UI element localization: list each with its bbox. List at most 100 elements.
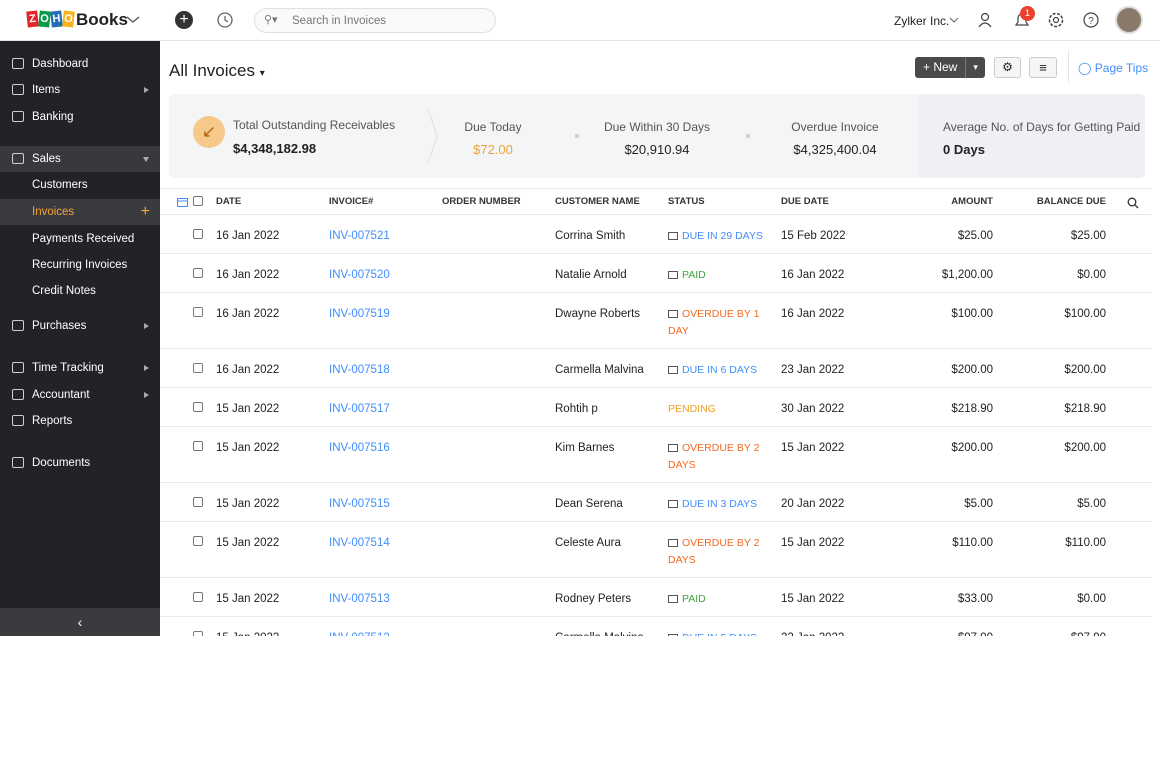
nav-item[interactable]: Payments Received <box>0 226 160 252</box>
invoice-row[interactable]: 15 Jan 2022 INV-007515 Dean Serena DUE IN 3… <box>160 483 1152 522</box>
separator-dot <box>746 134 750 138</box>
users-icon[interactable] <box>978 11 996 29</box>
column-header[interactable]: CUSTOMER NAME <box>555 196 640 207</box>
amount: $25.00 <box>957 230 993 242</box>
due-date: 23 Jan 2022 <box>781 364 845 376</box>
invoice-number[interactable]: INV-007516 <box>329 442 390 454</box>
nav-item[interactable]: Invoices + <box>0 199 160 225</box>
row-checkbox[interactable] <box>193 402 203 412</box>
collapse-sidebar[interactable]: ‹ <box>0 608 160 636</box>
amount: $110.00 <box>952 537 993 549</box>
row-checkbox[interactable] <box>193 631 203 636</box>
row-checkbox[interactable] <box>193 363 203 373</box>
row-checkbox[interactable] <box>193 441 203 451</box>
invoice-row[interactable]: 15 Jan 2022 INV-007513 Rodney Peters PAID 15… <box>160 578 1152 617</box>
nav-item[interactable]: Items <box>0 77 160 103</box>
search-column[interactable] <box>1127 197 1139 209</box>
invoice-row[interactable]: 15 Jan 2022 INV-007516 Kim Barnes OVERDUE B… <box>160 427 1152 483</box>
help-icon[interactable]: ? <box>1082 11 1100 29</box>
row-checkbox[interactable] <box>193 268 203 278</box>
row-checkbox[interactable] <box>193 536 203 546</box>
balance-due: $0.00 <box>1077 593 1106 605</box>
balance-due: $200.00 <box>1064 442 1106 454</box>
email-icon <box>668 539 678 547</box>
page-tips[interactable]: ◯ Page Tips <box>1078 61 1149 75</box>
balance-due: $200.00 <box>1064 364 1106 376</box>
row-checkbox[interactable] <box>193 592 203 602</box>
status: PENDING <box>668 401 763 418</box>
nav-item[interactable]: Recurring Invoices <box>0 252 160 278</box>
nav-arrow <box>144 392 149 398</box>
invoice-number[interactable]: INV-007519 <box>329 308 390 320</box>
email-icon <box>668 310 678 318</box>
date: 16 Jan 2022 <box>216 269 280 281</box>
nav-item[interactable]: Banking <box>0 104 160 130</box>
logo-caret[interactable] <box>126 14 140 24</box>
column-header[interactable]: STATUS <box>668 196 705 207</box>
nav-item[interactable]: Sales <box>0 146 160 172</box>
nav-icon <box>12 84 24 95</box>
customer: Rohtih p <box>555 403 598 415</box>
invoice-row[interactable]: 15 Jan 2022 INV-007514 Celeste Aura OVERDUE… <box>160 522 1152 578</box>
invoice-row[interactable]: 15 Jan 2022 INV-007512 Carmella Malvina DUE… <box>160 617 1152 636</box>
column-header[interactable]: ORDER NUMBER <box>442 196 521 207</box>
add-invoice[interactable]: + <box>140 203 150 220</box>
invoice-row[interactable]: 16 Jan 2022 INV-007521 Corrina Smith DUE IN… <box>160 215 1152 254</box>
invoice-number[interactable]: INV-007515 <box>329 498 390 510</box>
summary-value: $20,910.94 <box>624 142 690 157</box>
nav-icon <box>12 389 24 400</box>
nav-item[interactable]: Accountant <box>0 382 160 408</box>
org-caret[interactable] <box>949 16 959 24</box>
invoice-row[interactable]: 16 Jan 2022 INV-007520 Natalie Arnold PAID 1… <box>160 254 1152 293</box>
page-title[interactable]: All Invoices ▾ <box>169 61 265 80</box>
column-header[interactable]: AMOUNT <box>951 196 993 207</box>
column-header[interactable]: DATE <box>216 196 242 207</box>
search-box[interactable]: ⚲▾ Search in Invoices <box>254 8 496 33</box>
settings-button[interactable]: ⚙ <box>994 57 1021 78</box>
invoice-number[interactable]: INV-007521 <box>329 230 390 242</box>
nav-label: Recurring Invoices <box>32 259 128 271</box>
nav-item[interactable]: Reports <box>0 408 160 434</box>
nav-item[interactable]: Credit Notes <box>0 278 160 304</box>
row-checkbox[interactable] <box>193 497 203 507</box>
page-tips-label: Page Tips <box>1094 61 1149 75</box>
new-dropdown[interactable]: ▾ <box>973 62 978 72</box>
invoice-number[interactable]: INV-007513 <box>329 593 390 605</box>
menu-button[interactable]: ≡ <box>1029 57 1057 78</box>
invoice-row[interactable]: 16 Jan 2022 INV-007519 Dwayne Roberts OVERD… <box>160 293 1152 349</box>
summary-value: 0 Days <box>943 142 985 157</box>
avatar[interactable] <box>1115 6 1143 34</box>
customer: Rodney Peters <box>555 593 632 605</box>
separator-dot <box>575 134 579 138</box>
nav-item[interactable]: Purchases <box>0 313 160 339</box>
column-chooser[interactable] <box>177 198 188 207</box>
invoice-number[interactable]: INV-007517 <box>329 403 390 415</box>
due-date: 15 Jan 2022 <box>781 593 845 605</box>
nav-item[interactable]: Dashboard <box>0 51 160 77</box>
invoice-row[interactable]: 15 Jan 2022 INV-007517 Rohtih p PENDING 30 J… <box>160 388 1152 427</box>
new-button[interactable]: + New <box>915 57 967 78</box>
column-header[interactable]: INVOICE# <box>329 196 374 207</box>
add-button[interactable]: + <box>175 11 193 29</box>
organization[interactable]: Zylker Inc. <box>894 14 950 28</box>
nav-item[interactable]: Documents <box>0 450 160 476</box>
row-checkbox[interactable] <box>193 229 203 239</box>
invoice-number[interactable]: INV-007518 <box>329 364 390 376</box>
nav-arrow <box>143 157 149 162</box>
summary-value: $4,348,182.98 <box>233 141 317 156</box>
row-checkbox[interactable] <box>193 307 203 317</box>
summary: ↙ Total Outstanding Receivables $4,348,1… <box>169 94 1145 178</box>
column-header[interactable]: DUE DATE <box>781 196 829 207</box>
recent-button[interactable] <box>216 11 234 29</box>
invoice-number[interactable]: INV-007512 <box>329 630 390 636</box>
invoice-row[interactable]: 16 Jan 2022 INV-007518 Carmella Malvina DUE… <box>160 349 1152 388</box>
invoice-number[interactable]: INV-007514 <box>329 537 390 549</box>
nav-item[interactable]: Time Tracking <box>0 355 160 381</box>
column-header[interactable]: BALANCE DUE <box>1036 196 1106 207</box>
settings-icon[interactable] <box>1047 11 1065 29</box>
invoice-number[interactable]: INV-007520 <box>329 269 390 281</box>
nav-item[interactable]: Customers <box>0 172 160 198</box>
email-icon <box>668 271 678 279</box>
select-all[interactable] <box>193 196 203 206</box>
